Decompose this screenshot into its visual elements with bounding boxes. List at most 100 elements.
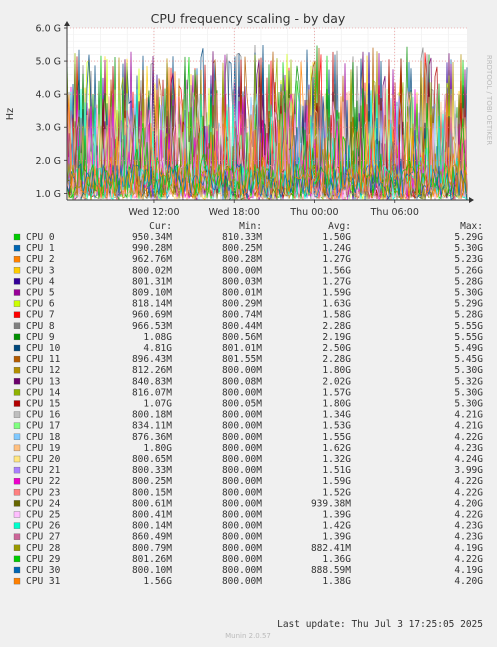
legend-swatch-cpu-24: [13, 500, 21, 507]
legend-name-cpu-9: CPU 9: [26, 332, 55, 343]
legend-swatch-cpu-0: [13, 233, 21, 241]
legend-value-cpu-18: 4.22G: [454, 432, 483, 443]
legend-value-cpu-27: 860.49M: [132, 532, 172, 543]
legend-swatch-cpu-17: [13, 422, 21, 429]
legend-value-cpu-29: 4.22G: [454, 554, 483, 565]
legend-swatch-cpu-2: [13, 256, 21, 263]
legend-swatch-cpu-12: [13, 367, 21, 374]
legend-header-cur: Cur:: [149, 221, 172, 232]
legend-value-cpu-19: 4.23G: [454, 443, 483, 454]
legend-value-cpu-3: 800.02M: [132, 265, 172, 276]
legend-header-avg: Avg:: [328, 221, 351, 232]
legend-value-cpu-19: 1.62G: [322, 443, 351, 454]
legend-value-cpu-31: 4.20G: [454, 576, 483, 587]
legend-name-cpu-0: CPU 0: [26, 232, 55, 243]
legend-value-cpu-15: 1.80G: [322, 399, 351, 410]
legend-name-cpu-26: CPU 26: [26, 521, 61, 532]
legend-value-cpu-14: 1.57G: [322, 387, 351, 398]
legend-value-cpu-9: 2.19G: [322, 332, 351, 343]
legend-value-cpu-0: 1.50G: [322, 232, 351, 243]
legend-value-cpu-27: 1.39G: [322, 532, 351, 543]
legend-swatch-cpu-22: [13, 478, 21, 485]
x-tick-label: Wed 18:00: [209, 207, 260, 218]
legend-swatch-cpu-23: [13, 489, 21, 496]
legend-swatch-cpu-20: [13, 455, 21, 463]
y-axis-arrow: [64, 21, 70, 26]
legend-swatch-cpu-11: [13, 355, 21, 363]
legend-value-cpu-27: 4.23G: [454, 532, 483, 543]
legend-value-cpu-1: 1.24G: [322, 243, 351, 254]
legend-value-cpu-2: 5.23G: [454, 254, 483, 265]
legend-value-cpu-10: 801.01M: [222, 343, 262, 354]
legend-value-cpu-6: 1.63G: [322, 299, 351, 310]
legend-value-cpu-12: 5.30G: [454, 365, 483, 376]
y-tick-label: 5.0 G: [36, 57, 62, 68]
legend-value-cpu-28: 800.79M: [132, 543, 172, 554]
y-tick-label: 2.0 G: [36, 156, 62, 167]
y-axis-label: Hz: [5, 108, 16, 120]
legend-swatch-cpu-15: [13, 400, 21, 407]
legend-value-cpu-0: 5.29G: [454, 232, 483, 243]
series-line-cpu-29: [66, 88, 468, 201]
legend-name-cpu-13: CPU 13: [26, 376, 60, 387]
legend-name-cpu-5: CPU 5: [26, 288, 55, 299]
legend-value-cpu-13: 2.02G: [322, 376, 351, 387]
series-line-cpu-30: [66, 96, 468, 201]
y-tick-label: 4.0 G: [36, 90, 62, 101]
legend-header-min: Min:: [239, 221, 262, 232]
legend-value-cpu-23: 4.22G: [454, 487, 483, 498]
legend-value-cpu-24: 939.38M: [311, 498, 351, 509]
legend-name-cpu-10: CPU 10: [26, 343, 61, 354]
legend-value-cpu-25: 1.39G: [322, 510, 351, 521]
legend-value-cpu-25: 800.41M: [132, 510, 172, 521]
legend-name-cpu-29: CPU 29: [26, 554, 61, 565]
legend-value-cpu-4: 801.31M: [132, 276, 172, 287]
legend-value-cpu-26: 800.00M: [222, 521, 262, 532]
legend-value-cpu-16: 4.21G: [454, 410, 483, 421]
legend-value-cpu-20: 800.00M: [222, 454, 262, 465]
legend-value-cpu-3: 800.00M: [222, 265, 262, 276]
axis-layer: 1.0 G 2.0 G 3.0 G 4.0 G 5.0 G 6.0 G Wed 12:00 W…: [36, 21, 474, 218]
legend-value-cpu-31: 800.00M: [222, 576, 262, 587]
legend-value-cpu-4: 5.28G: [454, 276, 483, 287]
legend-value-cpu-28: 4.19G: [454, 543, 483, 554]
x-tick-label: Wed 12:00: [128, 207, 179, 218]
legend-value-cpu-7: 960.69M: [132, 310, 172, 321]
legend-value-cpu-29: 1.36G: [322, 554, 351, 565]
legend-name-cpu-14: CPU 14: [26, 387, 61, 398]
legend-value-cpu-4: 800.03M: [222, 276, 262, 287]
legend-value-cpu-26: 4.23G: [454, 521, 483, 532]
legend-value-cpu-24: 800.00M: [222, 498, 262, 509]
legend-value-cpu-20: 4.24G: [454, 454, 483, 465]
legend-value-cpu-30: 800.10M: [132, 565, 172, 576]
legend-value-cpu-21: 1.51G: [322, 465, 351, 476]
legend-value-cpu-14: 800.00M: [222, 387, 262, 398]
legend-value-cpu-16: 800.18M: [132, 410, 172, 421]
series-line-cpu-31: [66, 89, 468, 200]
legend-value-cpu-25: 800.00M: [222, 510, 262, 521]
legend-name-cpu-25: CPU 25: [26, 510, 60, 521]
legend-header-max: Max:: [460, 221, 483, 232]
legend-value-cpu-18: 800.00M: [222, 432, 262, 443]
series-layer: [66, 44, 468, 202]
legend-value-cpu-4: 1.27G: [322, 276, 351, 287]
y-tick-label: 3.0 G: [36, 123, 62, 134]
legend-value-cpu-1: 5.30G: [454, 243, 483, 254]
legend-value-cpu-18: 1.55G: [322, 432, 351, 443]
x-tick-label: Thu 06:00: [370, 207, 419, 218]
legend-value-cpu-16: 800.00M: [222, 410, 262, 421]
legend-value-cpu-2: 1.27G: [322, 254, 351, 265]
legend-value-cpu-21: 800.33M: [132, 465, 172, 476]
legend-value-cpu-26: 1.42G: [322, 521, 351, 532]
legend-value-cpu-15: 800.05M: [222, 399, 262, 410]
legend-name-cpu-21: CPU 21: [26, 465, 61, 476]
series-line-cpu-15: [66, 51, 468, 200]
legend-value-cpu-13: 840.83M: [132, 376, 172, 387]
legend-swatch-cpu-7: [13, 311, 21, 318]
legend-value-cpu-19: 1.80G: [143, 443, 172, 454]
x-tick-label: Thu 00:00: [289, 207, 338, 218]
munin-version: Munin 2.0.57: [225, 632, 271, 640]
legend-swatch-cpu-18: [13, 433, 21, 440]
legend-value-cpu-30: 888.59M: [311, 565, 351, 576]
legend-value-cpu-22: 800.00M: [222, 476, 262, 487]
